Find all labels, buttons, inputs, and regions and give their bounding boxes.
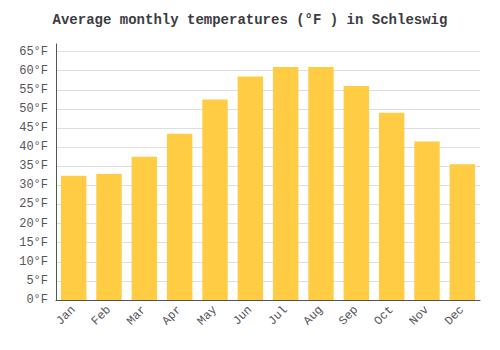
svg-text:Jul: Jul bbox=[265, 303, 290, 328]
svg-text:30°F: 30°F bbox=[19, 178, 48, 192]
svg-text:40°F: 40°F bbox=[19, 140, 48, 154]
svg-text:Feb: Feb bbox=[89, 303, 114, 328]
svg-text:20°F: 20°F bbox=[19, 217, 48, 231]
svg-text:Average monthly temperatures (: Average monthly temperatures (°F ) in Sc… bbox=[53, 12, 448, 28]
svg-text:25°F: 25°F bbox=[19, 197, 48, 211]
svg-text:55°F: 55°F bbox=[19, 83, 48, 97]
svg-text:35°F: 35°F bbox=[19, 159, 48, 173]
svg-text:60°F: 60°F bbox=[19, 64, 48, 78]
svg-text:Apr: Apr bbox=[159, 303, 184, 328]
svg-text:Nov: Nov bbox=[407, 303, 432, 328]
svg-text:0°F: 0°F bbox=[26, 293, 48, 307]
svg-text:10°F: 10°F bbox=[19, 255, 48, 269]
svg-text:Dec: Dec bbox=[442, 303, 467, 328]
svg-text:May: May bbox=[195, 303, 220, 328]
svg-text:65°F: 65°F bbox=[19, 45, 48, 59]
svg-text:45°F: 45°F bbox=[19, 121, 48, 135]
svg-text:Oct: Oct bbox=[371, 303, 396, 328]
svg-text:Sep: Sep bbox=[336, 303, 361, 328]
svg-text:Jan: Jan bbox=[53, 303, 78, 328]
svg-text:Aug: Aug bbox=[301, 303, 326, 328]
svg-text:15°F: 15°F bbox=[19, 236, 48, 250]
svg-text:5°F: 5°F bbox=[26, 274, 48, 288]
svg-text:Jun: Jun bbox=[230, 303, 255, 328]
svg-text:Mar: Mar bbox=[124, 303, 149, 328]
svg-text:50°F: 50°F bbox=[19, 102, 48, 116]
